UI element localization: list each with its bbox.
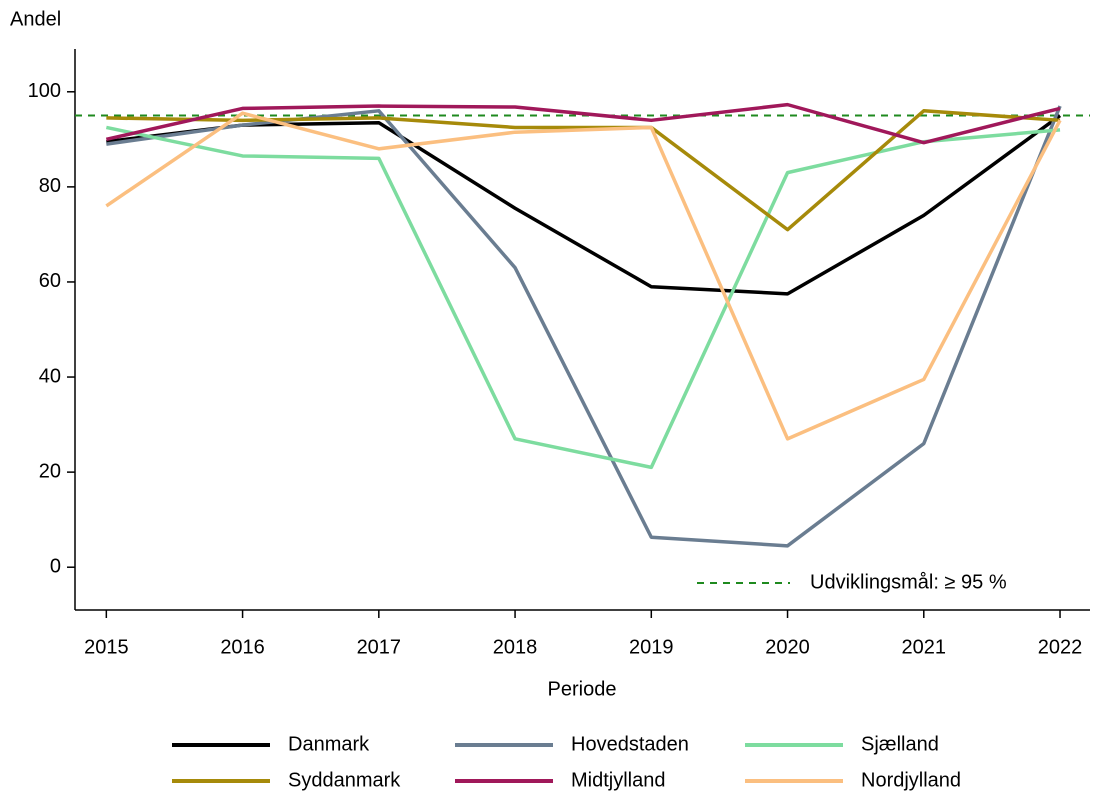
y-tick-label: 80: [39, 175, 61, 197]
y-axis-label: Andel: [10, 8, 61, 30]
legend-label: Hovedstaden: [571, 733, 689, 755]
x-tick-label: 2017: [357, 636, 402, 658]
series-line: [105, 102, 1061, 145]
x-axis-label: Periode: [548, 678, 617, 700]
legend-label: Syddanmark: [288, 769, 401, 791]
legend-label: Sjælland: [861, 733, 939, 755]
x-tick-label: 2016: [220, 636, 265, 658]
legend-label: Nordjylland: [861, 769, 961, 791]
x-tick-label: 2015: [84, 636, 129, 658]
y-tick-label: 0: [50, 555, 61, 577]
y-tick-label: 40: [39, 365, 61, 387]
series-line: [106, 114, 1062, 296]
x-tick-label: 2021: [902, 636, 947, 658]
series-line: [105, 111, 1062, 441]
target-label: Udviklingsmål: ≥ 95 %: [810, 571, 1007, 593]
y-tick-label: 100: [28, 80, 61, 102]
y-tick-label: 60: [39, 270, 61, 292]
legend-label: Midtjylland: [571, 769, 665, 791]
legend-label: Danmark: [288, 733, 370, 755]
x-tick-label: 2022: [1038, 636, 1083, 658]
x-tick-label: 2020: [765, 636, 810, 658]
x-tick-label: 2019: [629, 636, 674, 658]
series-line: [105, 125, 1061, 470]
series-line: [106, 105, 1062, 548]
x-tick-label: 2018: [493, 636, 538, 658]
y-tick-label: 20: [39, 460, 61, 482]
